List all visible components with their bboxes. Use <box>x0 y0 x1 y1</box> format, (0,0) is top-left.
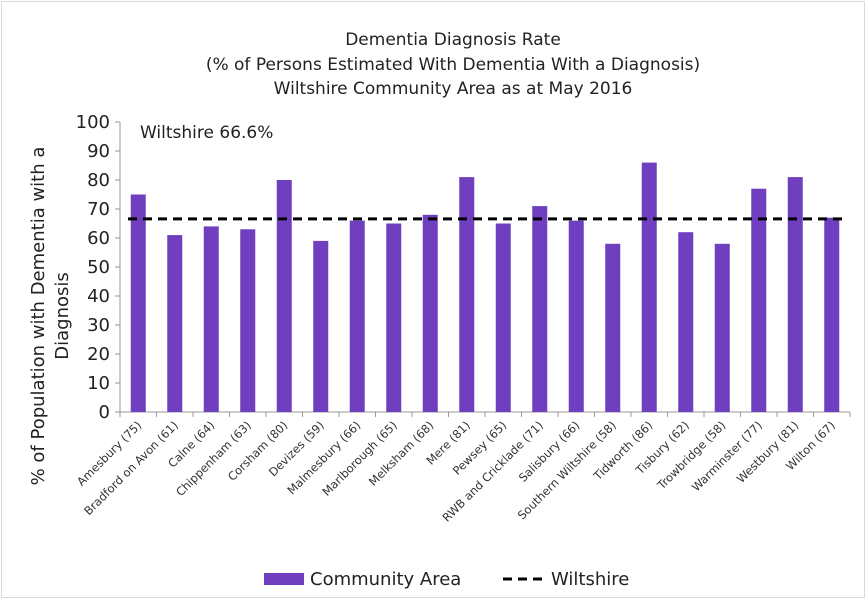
y-tick-label: 0 <box>99 402 110 423</box>
bar-3 <box>203 226 219 412</box>
legend-label-community-area: Community Area <box>310 569 461 590</box>
bar-8 <box>386 223 402 412</box>
y-axis-label-line-2: Diagnosis <box>52 272 73 360</box>
x-category-label: Amesbury (75) <box>74 418 144 488</box>
bar-9 <box>422 214 438 412</box>
y-tick-label: 40 <box>87 286 110 307</box>
y-tick-label: 10 <box>87 373 110 394</box>
chart-title-line-1: Dementia Diagnosis Rate <box>345 30 561 50</box>
bar-14 <box>605 243 621 412</box>
legend-label-wiltshire: Wiltshire <box>551 569 629 590</box>
bar-6 <box>313 240 329 412</box>
bar-19 <box>787 177 803 412</box>
bar-20 <box>824 217 840 412</box>
y-tick-label: 80 <box>87 170 110 191</box>
y-tick-label: 20 <box>87 344 110 365</box>
bar-17 <box>714 243 730 412</box>
bar-2 <box>167 235 183 412</box>
y-tick-label: 60 <box>87 228 110 249</box>
bar-4 <box>240 229 256 412</box>
legend: Community Area Wiltshire <box>264 569 629 590</box>
bar-10 <box>459 177 475 412</box>
bar-5 <box>276 180 292 412</box>
y-tick-label: 100 <box>76 112 110 133</box>
bar-18 <box>751 188 767 412</box>
bar-15 <box>641 162 657 412</box>
wiltshire-annotation: Wiltshire 66.6% <box>140 123 273 143</box>
bar-16 <box>678 232 694 412</box>
x-category-label: Melksham (68) <box>366 418 436 488</box>
chart-title-line-2: (% of Persons Estimated With Dementia Wi… <box>206 55 700 75</box>
y-tick-label: 30 <box>87 315 110 336</box>
bar-11 <box>495 223 511 412</box>
y-tick-label: 50 <box>87 257 110 278</box>
bar-7 <box>349 220 365 412</box>
legend-swatch-community-area <box>264 573 304 585</box>
y-axis-label-line-1: % of Population with Dementia with a <box>28 147 49 486</box>
bar-13 <box>568 220 584 412</box>
y-tick-label: 70 <box>87 199 110 220</box>
bar-12 <box>532 206 548 412</box>
bar-1 <box>130 194 146 412</box>
chart-title-line-3: Wiltshire Community Area as at May 2016 <box>274 79 633 99</box>
y-tick-label: 90 <box>87 141 110 162</box>
